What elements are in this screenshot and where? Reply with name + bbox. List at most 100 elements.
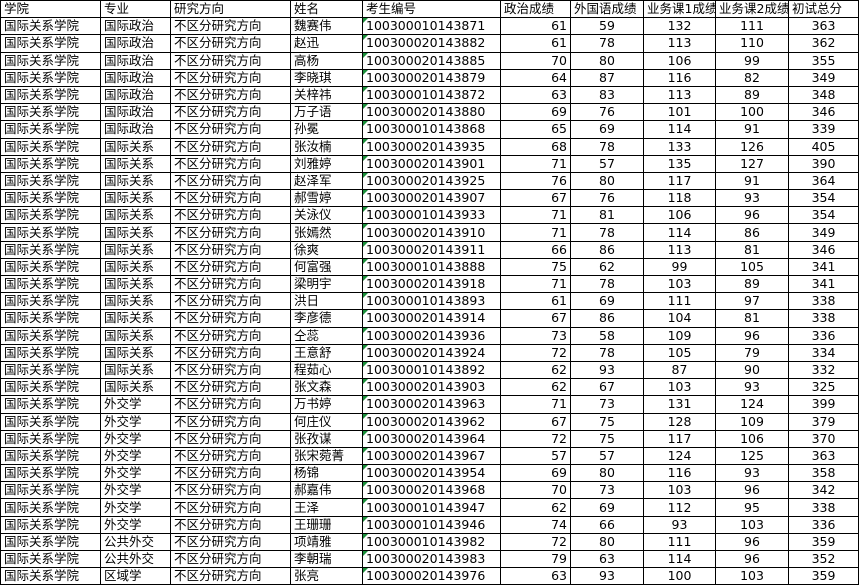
direction-cell: 不区分研究方向 xyxy=(170,532,291,552)
politics-cell: 70 xyxy=(500,51,571,70)
data-row: 国际关系学院 国际关系 不区分研究方向 张汝楠 100300020143935 68 78 1… xyxy=(0,137,859,156)
politics-cell: 71 xyxy=(500,395,571,414)
header-cell: 政治成绩 xyxy=(500,0,571,19)
major-cell: 国际关系 xyxy=(100,240,171,259)
name-cell: 何富强 xyxy=(290,257,363,277)
politics-cell: 63 xyxy=(500,567,571,586)
major-cell: 公共外交 xyxy=(100,532,171,552)
direction-cell: 不区分研究方向 xyxy=(170,85,291,105)
data-row: 国际关系学院 公共外交 不区分研究方向 项靖雅 100300010143982 72 80 1… xyxy=(0,532,859,552)
college-cell: 国际关系学院 xyxy=(0,446,101,466)
name-cell: 项靖雅 xyxy=(290,532,363,552)
direction-cell: 不区分研究方向 xyxy=(170,446,291,466)
data-row: 国际关系学院 外交学 不区分研究方向 万书婷 100300020143963 71 73 13… xyxy=(0,395,859,414)
header-cell: 业务课1成绩 xyxy=(643,0,716,19)
name-cell: 李彦德 xyxy=(290,309,363,328)
direction-cell: 不区分研究方向 xyxy=(170,257,291,277)
politics-cell: 69 xyxy=(500,103,571,122)
name-cell: 徐爽 xyxy=(290,240,363,259)
data-row: 国际关系学院 国际关系 不区分研究方向 李彦德 100300020143914 67 86 1… xyxy=(0,309,859,328)
direction-cell: 不区分研究方向 xyxy=(170,292,291,311)
politics-cell: 57 xyxy=(500,446,571,466)
exam-id-cell: 100300010143868 xyxy=(362,120,501,139)
course2-cell: 95 xyxy=(715,498,789,517)
course2-cell: 89 xyxy=(715,274,789,294)
major-cell: 国际政治 xyxy=(100,17,171,36)
direction-cell: 不区分研究方向 xyxy=(170,360,291,380)
language-cell: 86 xyxy=(570,240,644,259)
course1-cell: 117 xyxy=(643,171,716,191)
total-cell: 334 xyxy=(788,343,859,362)
college-cell: 国际关系学院 xyxy=(0,429,101,448)
college-cell: 国际关系学院 xyxy=(0,171,101,191)
exam-id-cell: 100300010143893 xyxy=(362,292,501,311)
total-cell: 346 xyxy=(788,103,859,122)
course2-cell: 96 xyxy=(715,206,789,225)
data-row: 国际关系学院 外交学 不区分研究方向 王泽 100300010143947 62 69 112… xyxy=(0,498,859,517)
total-cell: 354 xyxy=(788,206,859,225)
major-cell: 公共外交 xyxy=(100,549,171,569)
total-cell: 338 xyxy=(788,309,859,328)
data-row: 国际关系学院 国际政治 不区分研究方向 李晓琪 100300020143879 64 87 1… xyxy=(0,68,859,87)
major-cell: 国际关系 xyxy=(100,206,171,225)
language-cell: 80 xyxy=(570,51,644,70)
exam-id-cell: 100300010143947 xyxy=(362,498,501,517)
language-cell: 78 xyxy=(570,223,644,242)
college-cell: 国际关系学院 xyxy=(0,481,101,500)
name-cell: 刘雅婷 xyxy=(290,154,363,173)
politics-cell: 65 xyxy=(500,120,571,139)
language-cell: 78 xyxy=(570,34,644,53)
exam-id-cell: 100300020143954 xyxy=(362,464,501,483)
direction-cell: 不区分研究方向 xyxy=(170,206,291,225)
college-cell: 国际关系学院 xyxy=(0,378,101,397)
politics-cell: 69 xyxy=(500,464,571,483)
language-cell: 75 xyxy=(570,429,644,448)
major-cell: 国际关系 xyxy=(100,274,171,294)
course1-cell: 113 xyxy=(643,240,716,259)
header-cell: 考生编号 xyxy=(362,0,501,19)
data-row: 国际关系学院 外交学 不区分研究方向 张宋菀菁 100300020143967 57 57 1… xyxy=(0,446,859,466)
data-row: 国际关系学院 区域学 不区分研究方向 张亮 100300020143976 63 93 100… xyxy=(0,567,859,586)
header-cell: 学院 xyxy=(0,0,101,19)
direction-cell: 不区分研究方向 xyxy=(170,498,291,517)
exam-id-cell: 100300020143925 xyxy=(362,171,501,191)
name-cell: 关泳仪 xyxy=(290,206,363,225)
total-cell: 336 xyxy=(788,515,859,534)
politics-cell: 75 xyxy=(500,257,571,277)
exam-id-cell: 100300020143964 xyxy=(362,429,501,448)
college-cell: 国际关系学院 xyxy=(0,34,101,53)
exam-id-cell: 100300020143968 xyxy=(362,481,501,500)
header-row: 学院 专业 研究方向 姓名 考生编号 政治成绩 外国语成绩 业务课1成绩 业务课2成绩 初试总分 xyxy=(0,0,859,19)
major-cell: 国际政治 xyxy=(100,120,171,139)
name-cell: 高杨 xyxy=(290,51,363,70)
direction-cell: 不区分研究方向 xyxy=(170,395,291,414)
major-cell: 外交学 xyxy=(100,515,171,534)
major-cell: 外交学 xyxy=(100,498,171,517)
name-cell: 王珊珊 xyxy=(290,515,363,534)
total-cell: 370 xyxy=(788,429,859,448)
course1-cell: 111 xyxy=(643,292,716,311)
data-row: 国际关系学院 国际政治 不区分研究方向 高杨 100300020143885 70 80 10… xyxy=(0,51,859,70)
course2-cell: 81 xyxy=(715,240,789,259)
data-row: 国际关系学院 国际关系 不区分研究方向 郝雪婷 100300020143907 67 76 1… xyxy=(0,189,859,208)
direction-cell: 不区分研究方向 xyxy=(170,567,291,586)
course2-cell: 93 xyxy=(715,378,789,397)
name-cell: 张宋菀菁 xyxy=(290,446,363,466)
course2-cell: 96 xyxy=(715,481,789,500)
total-cell: 348 xyxy=(788,85,859,105)
course1-cell: 103 xyxy=(643,274,716,294)
politics-cell: 70 xyxy=(500,481,571,500)
course2-cell: 103 xyxy=(715,567,789,586)
course2-cell: 110 xyxy=(715,34,789,53)
college-cell: 国际关系学院 xyxy=(0,515,101,534)
total-cell: 399 xyxy=(788,395,859,414)
exam-id-cell: 100300020143910 xyxy=(362,223,501,242)
college-cell: 国际关系学院 xyxy=(0,137,101,156)
politics-cell: 61 xyxy=(500,292,571,311)
major-cell: 国际关系 xyxy=(100,257,171,277)
data-row: 国际关系学院 国际政治 不区分研究方向 魏赛伟 100300010143871 61 59 1… xyxy=(0,17,859,36)
language-cell: 83 xyxy=(570,85,644,105)
exam-id-cell: 100300010143982 xyxy=(362,532,501,552)
direction-cell: 不区分研究方向 xyxy=(170,481,291,500)
language-cell: 67 xyxy=(570,378,644,397)
